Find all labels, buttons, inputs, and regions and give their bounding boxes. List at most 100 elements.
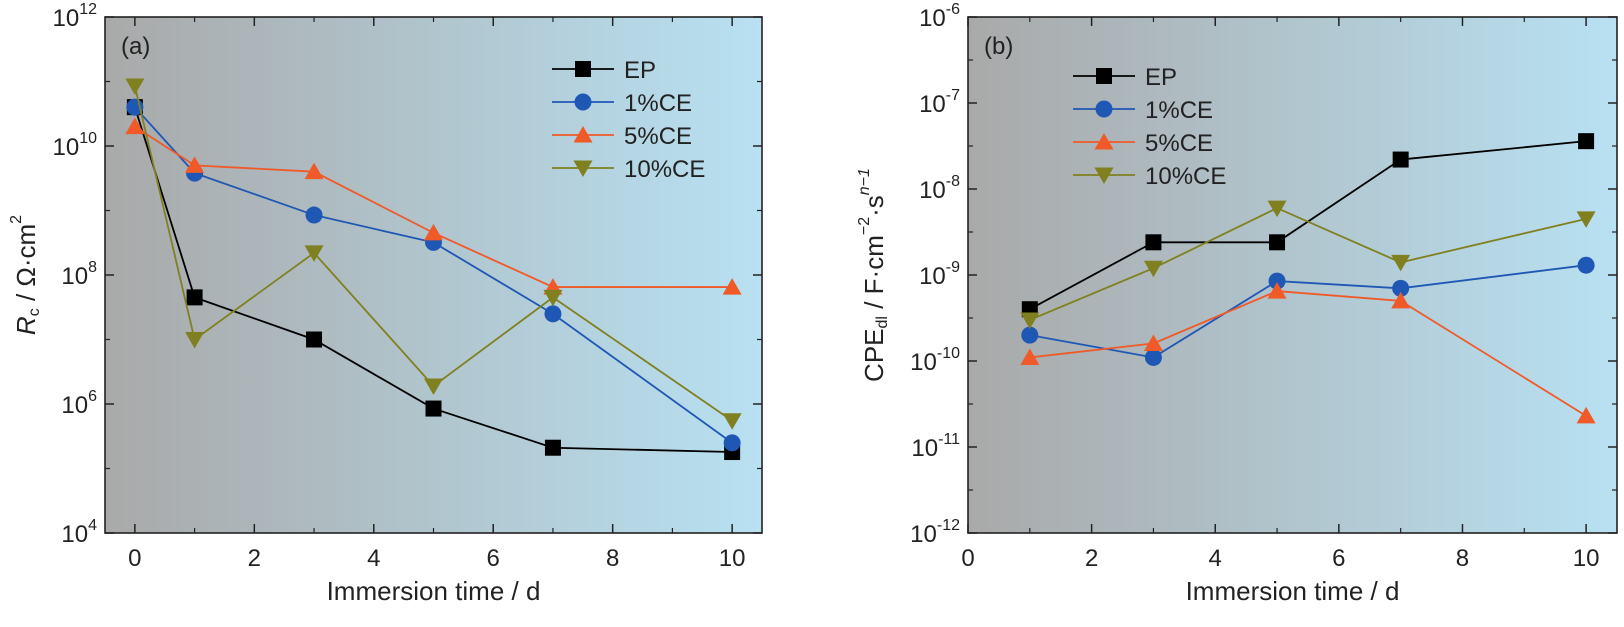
y-tick-label: 1012: [53, 1, 98, 32]
data-point: [1576, 211, 1596, 228]
data-point: [304, 245, 324, 262]
y-title-units: / Ω·cm: [11, 224, 41, 308]
x-tick-label: 10: [719, 545, 746, 572]
legend-label: 1%CE: [624, 90, 692, 117]
data-point: [1269, 234, 1286, 251]
data-point: [1267, 200, 1287, 218]
legend-label: 10%CE: [624, 156, 705, 183]
data-point: [185, 332, 205, 349]
legend: EP 1%CE 5%CE 10%CE: [1073, 64, 1226, 190]
y-tick-base: 10: [910, 521, 937, 548]
y-tick-exponent: -10: [937, 345, 960, 362]
y-tick-exponent: -11: [938, 431, 960, 448]
series-line: [133, 85, 733, 422]
y-title-subscript: dl: [874, 316, 891, 328]
y-tick-exponent: -12: [937, 517, 960, 534]
data-point: [1143, 334, 1163, 351]
y-tick-base: 10: [919, 177, 946, 204]
legend-marker: [1096, 68, 1112, 84]
data-point: [425, 400, 442, 417]
x-axis-title: Immersion time / d: [327, 576, 541, 606]
y-tick-base: 10: [53, 5, 80, 32]
y-tick-label: 10-8: [919, 173, 960, 204]
data-point: [1391, 291, 1411, 309]
y-tick-base: 10: [919, 5, 946, 32]
legend: EP 1%CE 5%CE 10%CE: [552, 57, 705, 183]
data-point: [125, 117, 145, 135]
y-tick-base: 10: [53, 134, 80, 161]
plot-frame: [967, 16, 1618, 534]
data-point: [185, 156, 205, 173]
data-point: [186, 289, 203, 306]
legend-marker: [1094, 167, 1114, 184]
data-point: [304, 162, 324, 180]
series-line: [134, 106, 733, 444]
y-tick-exponent: -8: [946, 173, 960, 190]
y-tick-base: 10: [61, 392, 88, 419]
x-tick-label: 6: [487, 545, 500, 572]
plot-area: [968, 17, 1617, 533]
data-point: [722, 413, 742, 430]
x-tick-label: 8: [1456, 545, 1469, 572]
y-title-subscript: c: [26, 308, 43, 316]
data-point: [1576, 406, 1596, 424]
y-title-symbol: R: [11, 316, 41, 335]
y-title-exponent-2: n−1: [856, 168, 873, 195]
y-axis-title: Rc / Ω·cm2: [8, 215, 43, 335]
data-point: [1267, 282, 1287, 299]
data-point: [1020, 312, 1040, 329]
data-point: [1392, 279, 1410, 297]
legend-label: 5%CE: [624, 123, 692, 150]
data-point: [1020, 348, 1040, 365]
data-point: [1144, 348, 1162, 366]
y-tick-exponent: -9: [946, 259, 960, 276]
x-tick-label: 8: [606, 545, 619, 572]
x-tick-label: 0: [961, 545, 974, 572]
y-tick-base: 10: [910, 349, 937, 376]
legend-marker: [573, 160, 593, 177]
data-point: [1021, 326, 1039, 344]
legend-item: 10%CE: [552, 156, 705, 183]
legend-marker: [575, 61, 591, 77]
y-tick-exponent: -7: [946, 87, 960, 104]
series-1pct-ce: [1021, 256, 1595, 366]
data-point: [1145, 234, 1162, 251]
data-point: [1143, 260, 1163, 278]
panel-label: (b): [984, 33, 1013, 60]
data-point: [1268, 272, 1286, 290]
y-tick-exponent: 8: [88, 259, 97, 276]
x-tick-label: 4: [367, 545, 380, 572]
y-tick-base: 10: [919, 263, 946, 290]
y-tick-exponent: -6: [946, 1, 960, 18]
y-tick-exponent: 4: [88, 517, 97, 534]
x-tick-label: 6: [1332, 545, 1345, 572]
y-tick-label: 10-10: [910, 345, 960, 376]
data-point: [1391, 254, 1411, 272]
legend-label: 10%CE: [1145, 163, 1226, 190]
data-point: [723, 434, 741, 452]
y-title-units-2: ·s: [859, 195, 889, 217]
legend-marker: [573, 126, 593, 143]
data-point: [1577, 256, 1595, 274]
series-1pct-ce: [126, 98, 741, 452]
series-10pct-ce: [125, 78, 742, 430]
data-point: [306, 331, 323, 348]
plot-frame: [104, 16, 763, 534]
data-point: [722, 278, 742, 295]
legend-marker: [1094, 133, 1114, 150]
data-point: [544, 439, 561, 456]
y-tick-label: 108: [61, 259, 97, 290]
y-tick-label: 10-11: [911, 431, 960, 462]
legend-label: EP: [1145, 64, 1177, 91]
data-point: [125, 78, 145, 96]
y-tick-base: 10: [919, 91, 946, 118]
data-point: [544, 305, 562, 323]
x-axis-title: Immersion time / d: [1186, 576, 1400, 606]
x-tick-label: 0: [128, 545, 141, 572]
y-tick-label: 10-9: [919, 259, 960, 290]
series-line: [134, 106, 733, 453]
legend-label: 1%CE: [1145, 97, 1213, 124]
